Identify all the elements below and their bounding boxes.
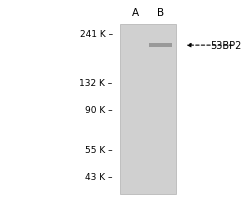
Text: 55 K –: 55 K – [85, 145, 113, 154]
Text: B: B [157, 8, 164, 18]
Text: 90 K –: 90 K – [85, 106, 113, 115]
Text: 53BP2: 53BP2 [210, 41, 241, 51]
Text: 43 K –: 43 K – [85, 172, 113, 181]
Bar [120, 24, 176, 194]
Text: 241 K –: 241 K – [80, 30, 113, 39]
Text: 132 K –: 132 K – [79, 78, 113, 87]
Text: A: A [132, 8, 140, 18]
Bar [149, 44, 171, 48]
